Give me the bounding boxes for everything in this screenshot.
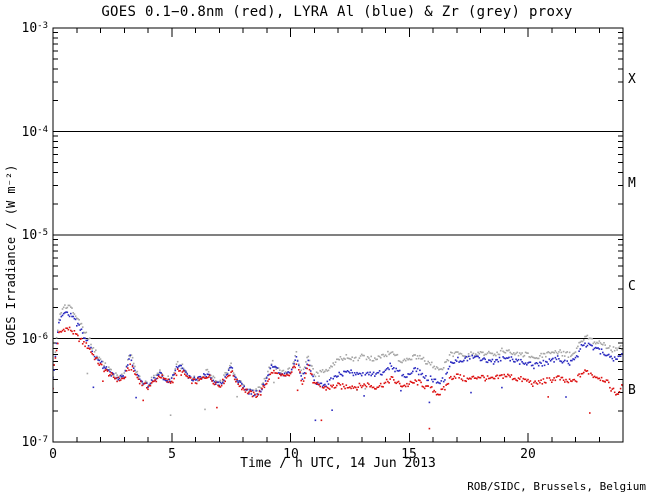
y-tick-label: 10-4 bbox=[21, 125, 49, 140]
x-tick-label: 20 bbox=[520, 447, 536, 462]
chart-title: GOES 0.1−0.8nm (red), LYRA Al (blue) & Z… bbox=[101, 4, 573, 20]
x-axis-label: Time / h UTC, 14 Jun 2013 bbox=[240, 456, 436, 471]
x-tick-label: 15 bbox=[401, 447, 417, 462]
y-axis-label: GOES Irradiance / (W m⁻²) bbox=[4, 164, 18, 346]
y-tick-label: 10-3 bbox=[21, 21, 49, 36]
y-tick-label: 10-5 bbox=[21, 228, 49, 243]
y-tick-label: 10-7 bbox=[21, 435, 49, 450]
flare-class-label-x: X bbox=[628, 72, 636, 87]
flare-class-label-b: B bbox=[628, 383, 636, 398]
credit-footer: ROB/SIDC, Brussels, Belgium bbox=[467, 480, 646, 493]
x-tick-label: 0 bbox=[49, 447, 57, 462]
x-tick-label: 10 bbox=[283, 447, 299, 462]
y-tick-label: 10-6 bbox=[21, 332, 49, 347]
flare-class-label-c: C bbox=[628, 279, 636, 294]
flare-class-label-m: M bbox=[628, 176, 636, 191]
x-tick-label: 5 bbox=[168, 447, 176, 462]
